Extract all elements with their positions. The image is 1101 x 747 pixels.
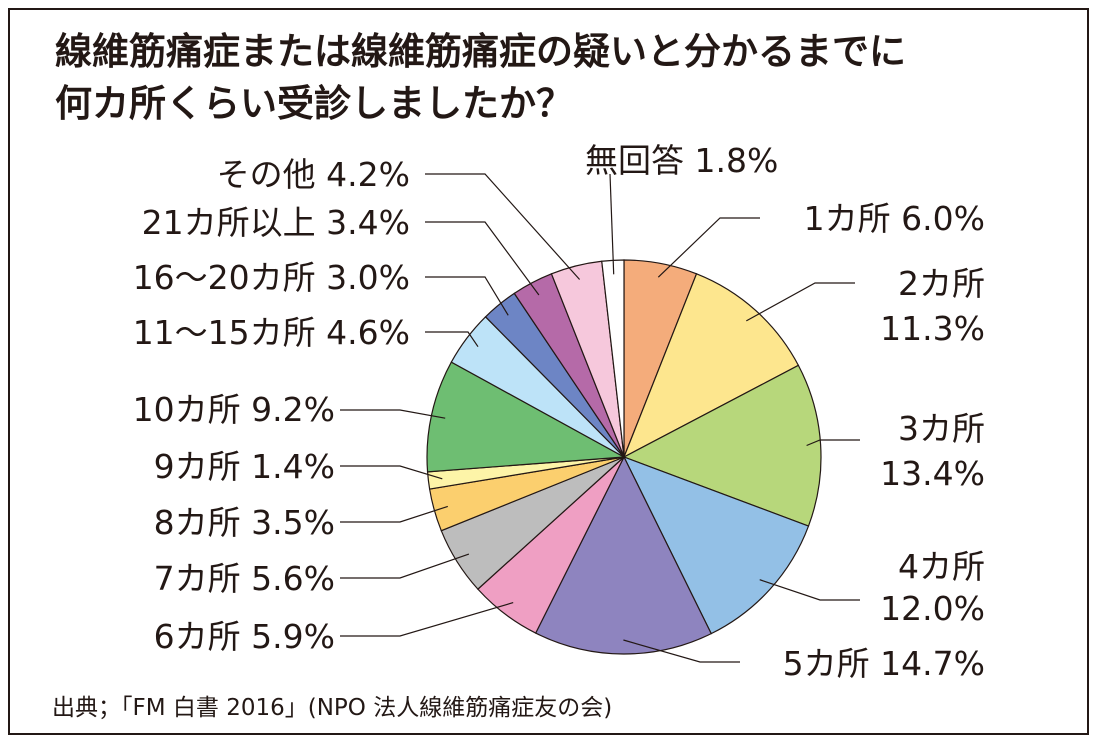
pie-slice-2 — [622, 273, 800, 459]
pie-slice-4 — [622, 455, 810, 635]
leader-line-14 — [425, 173, 581, 280]
slice-label-11: 11～15カ所 4.6% — [133, 313, 410, 352]
slice-label-5: 5カ所 14.7% — [783, 644, 985, 683]
leader-line-2 — [746, 282, 855, 322]
slice-label-3: 3カ所 — [898, 409, 985, 448]
slice-label-12: 16～20カ所 3.0% — [133, 258, 410, 297]
leader-line-7 — [340, 553, 470, 579]
slice-label-1: 1カ所 6.0% — [804, 199, 985, 238]
leader-line-3 — [806, 439, 860, 447]
slice-label-9: 9カ所 1.4% — [154, 447, 335, 486]
slice-label-8: 8カ所 3.5% — [154, 503, 335, 542]
leader-line-8 — [340, 505, 448, 523]
slice-label-7: 7カ所 5.6% — [154, 559, 335, 598]
pie-slices — [426, 259, 822, 655]
leader-line-9 — [340, 465, 443, 480]
slice-label-6: 6カ所 5.9% — [154, 617, 335, 656]
leader-line-11 — [425, 331, 479, 348]
slice-label-10: 10カ所 9.2% — [133, 390, 335, 429]
slice-label-13: 21カ所以上 3.4% — [142, 203, 410, 242]
slice-value-4: 12.0% — [880, 589, 985, 628]
slice-label-14: その他 4.2% — [217, 155, 410, 194]
chart-title: 線維筋痛症または線維筋痛症の疑いと分かるまでに 何カ所くらい受診しましたか？ — [55, 26, 1055, 130]
source-note: 出典；「FM 白書 2016」(NPO 法人線維筋痛症友の会) — [52, 695, 612, 721]
leader-line-10 — [340, 409, 446, 419]
slice-value-2: 11.3% — [880, 309, 985, 348]
slice-label-4: 4カ所 — [898, 547, 985, 586]
leader-line-13 — [425, 221, 540, 296]
slice-label-15: 無回答 1.8% — [585, 141, 778, 180]
leader-line-12 — [425, 276, 509, 316]
slice-value-3: 13.4% — [880, 454, 985, 493]
leader-lines — [340, 173, 860, 663]
leader-line-6 — [340, 602, 514, 637]
leader-line-15 — [609, 173, 615, 275]
title-line-2: 何カ所くらい受診しましたか？ — [55, 82, 573, 125]
slice-label-2: 2カ所 — [898, 264, 985, 303]
leader-line-4 — [759, 579, 860, 601]
pie-slice-3 — [622, 364, 822, 527]
pie-slice-5 — [534, 455, 713, 655]
leader-line-1 — [657, 217, 760, 278]
title-line-1: 線維筋痛症または線維筋痛症の疑いと分かるまでに — [55, 30, 906, 73]
leader-line-5 — [623, 639, 740, 663]
